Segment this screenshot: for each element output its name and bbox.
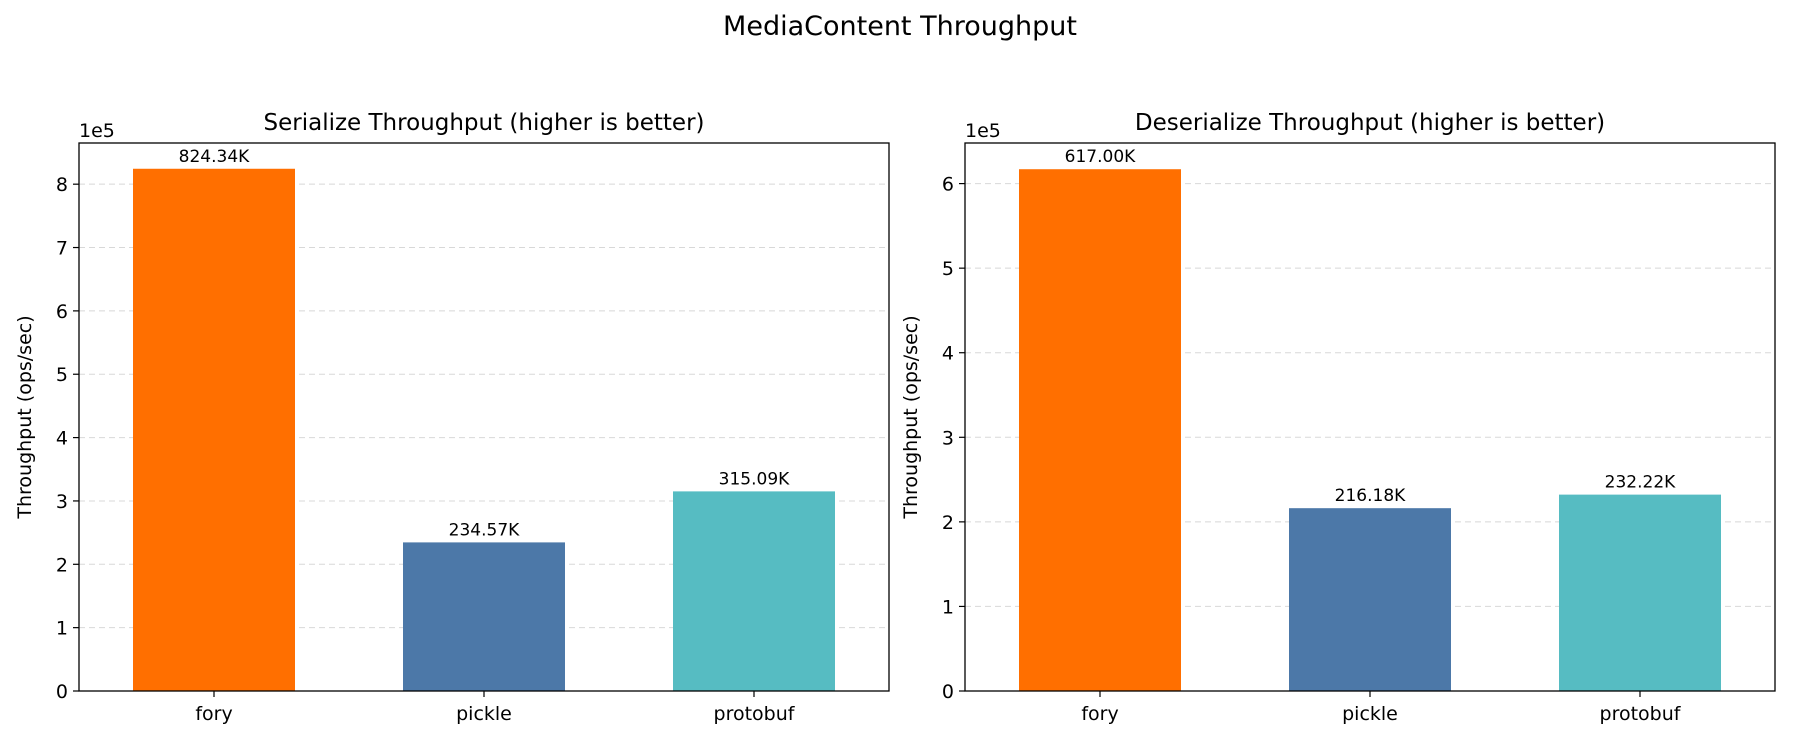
chart-0-ytick-label-1: 1 (56, 618, 68, 640)
chart-0-bar-protobuf (673, 491, 835, 691)
chart-1-ytick-label-3: 3 (942, 427, 954, 449)
serialize-chart-panel: 824.34K fory 234.57K pickle 315.09K protobuf 0… (14, 110, 890, 725)
chart-0-title: Serialize Throughput (higher is better) (264, 110, 705, 136)
chart-1-ytick-label-2: 2 (942, 512, 954, 534)
chart-1-xtick-label-fory: fory (1081, 703, 1118, 725)
chart-1-xtick-label-protobuf: protobuf (1600, 703, 1682, 725)
chart-0-xtick-label-pickle: pickle (456, 703, 512, 725)
deserialize-chart-panel: 617.00K fory 216.18K pickle 232.22K protobuf 0… (900, 110, 1776, 725)
chart-0-ytick-label-3: 3 (56, 491, 68, 513)
chart-1-axis-offset-label: 1e5 (965, 120, 1001, 142)
chart-1-ylabel: Throughput (ops/sec) (900, 315, 922, 519)
chart-1-bar-protobuf (1559, 494, 1721, 691)
chart-0-axis-offset-label: 1e5 (79, 120, 115, 142)
chart-1-axes-frame (964, 142, 1776, 692)
chart-0-ytick-label-6: 6 (56, 301, 68, 323)
chart-0-xtick-label-fory: fory (195, 703, 232, 725)
chart-0-ytick-label-4: 4 (56, 428, 68, 450)
chart-0-ylabel: Throughput (ops/sec) (14, 315, 36, 519)
chart-0-value-label-fory: 824.34K (179, 147, 250, 167)
chart-0-ytick-label-2: 2 (56, 554, 68, 576)
chart-0-bar-pickle (403, 542, 565, 691)
chart-1-ytick-label-0: 0 (942, 681, 954, 703)
chart-1-value-label-fory: 617.00K (1065, 147, 1136, 167)
chart-0-xtick-label-protobuf: protobuf (714, 703, 796, 725)
chart-0-ytick-label-0: 0 (56, 681, 68, 703)
chart-0-axes-frame (78, 142, 890, 692)
figure-title: MediaContent Throughput (723, 11, 1077, 42)
chart-0-bar-fory (133, 168, 295, 692)
chart-0-value-label-pickle: 234.57K (449, 520, 520, 540)
chart-0-ytick-label-8: 8 (56, 174, 68, 196)
chart-1-bar-fory (1019, 169, 1181, 691)
chart-0-ytick-label-7: 7 (56, 238, 68, 260)
chart-0-ytick-label-5: 5 (56, 364, 68, 386)
chart-1-bar-pickle (1289, 508, 1451, 691)
chart-1-value-label-protobuf: 232.22K (1605, 473, 1676, 493)
chart-1-title: Deserialize Throughput (higher is better… (1135, 110, 1605, 136)
chart-1-ytick-label-4: 4 (942, 343, 954, 365)
chart-1-value-label-pickle: 216.18K (1335, 486, 1406, 506)
chart-1-ytick-label-6: 6 (942, 174, 954, 196)
chart-0-value-label-protobuf: 315.09K (719, 469, 790, 489)
chart-1-ytick-label-1: 1 (942, 596, 954, 618)
chart-1-ytick-label-5: 5 (942, 258, 954, 280)
chart-1-xtick-label-pickle: pickle (1342, 703, 1398, 725)
